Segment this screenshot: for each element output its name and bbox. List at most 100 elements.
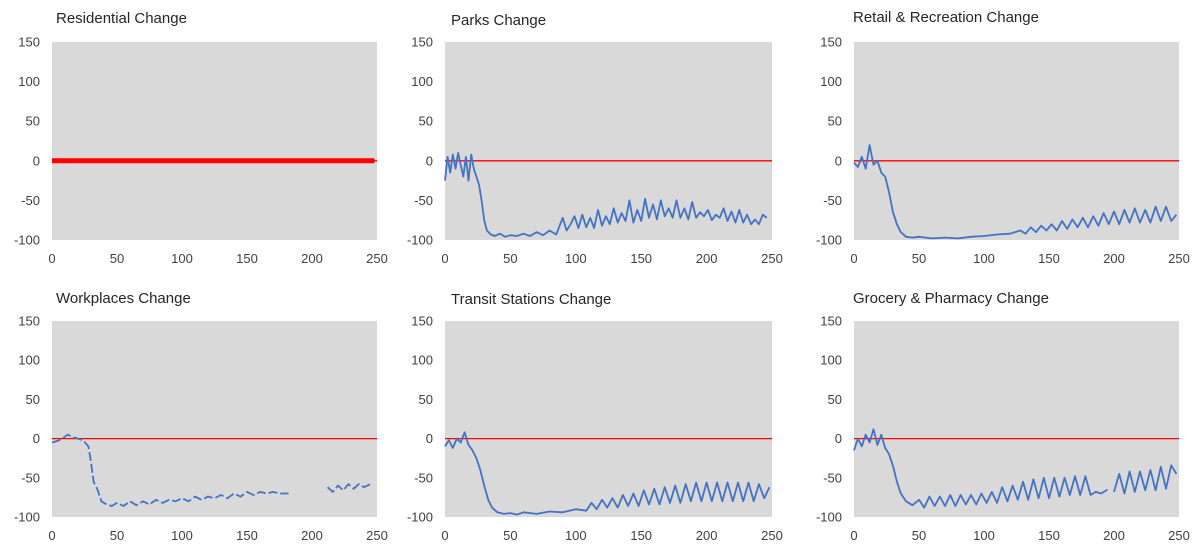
chart-residential: Residential Change 150 100 50 0 -50 -100 0 50 100… [14, 10, 388, 266]
y-tick-label: 150 [820, 314, 842, 329]
y-tick-label: -100 [407, 233, 433, 248]
x-tick-label: 50 [912, 251, 926, 266]
chart-retail-recreation: Retail & Recreation Change 150 100 50 0 -50 -1… [816, 9, 1190, 266]
chart-panel-workplaces: Workplaces Change 150 100 50 0 -50 -100 0 50 100 1… [0, 279, 395, 549]
series-line [853, 428, 1108, 509]
chart-title: Workplaces Change [56, 290, 191, 307]
x-tick-label: 0 [48, 528, 55, 543]
x-tick-label: 150 [630, 528, 652, 543]
x-tick-label: 250 [761, 251, 783, 266]
chart-grocery-pharmacy: Grocery & Pharmacy Change 150 100 50 0 -50 -10… [816, 290, 1190, 543]
plot-area [52, 42, 377, 240]
x-tick-label: 0 [850, 251, 857, 266]
x-tick-label: 100 [171, 528, 193, 543]
y-tick-label: -100 [14, 233, 40, 248]
x-tick-label: 150 [1038, 251, 1060, 266]
y-tick-label: 100 [18, 74, 40, 89]
x-tick-label: 0 [441, 528, 448, 543]
series-line [326, 483, 371, 493]
chart-title: Retail & Recreation Change [853, 9, 1039, 26]
plot-area [52, 321, 377, 517]
x-tick-label: 100 [171, 251, 193, 266]
x-tick-label: 150 [236, 528, 258, 543]
y-tick-label: 0 [426, 153, 433, 168]
y-tick-label: 150 [18, 35, 40, 50]
x-tick-label: 200 [696, 528, 718, 543]
y-tick-label: 100 [820, 74, 842, 89]
y-tick-label: 0 [835, 153, 842, 168]
y-tick-label: -50 [414, 470, 433, 485]
x-tick-label: 100 [565, 528, 587, 543]
x-tick-label: 0 [441, 251, 448, 266]
y-tick-label: 50 [26, 392, 40, 407]
x-tick-label: 50 [110, 251, 124, 266]
chart-panel-parks: Parks Change 150 100 50 0 -50 -100 0 50 100 150 200… [395, 0, 795, 272]
y-tick-label: -50 [823, 470, 842, 485]
y-tick-label: 150 [18, 314, 40, 329]
series-line [1113, 464, 1178, 495]
y-tick-label: -100 [407, 510, 433, 525]
y-tick-label: 0 [33, 431, 40, 446]
y-tick-label: 50 [26, 114, 40, 129]
y-tick-label: -50 [21, 193, 40, 208]
y-tick-label: 100 [411, 353, 433, 368]
y-tick-label: 100 [18, 353, 40, 368]
x-tick-label: 250 [366, 251, 388, 266]
chart-title: Grocery & Pharmacy Change [853, 290, 1049, 307]
plot-area [854, 321, 1179, 517]
chart-workplaces: Workplaces Change 150 100 50 0 -50 -100 0 50 100 1… [14, 290, 388, 543]
x-tick-label: 150 [236, 251, 258, 266]
y-tick-label: -100 [14, 510, 40, 525]
series-line [51, 433, 289, 507]
series-line [444, 151, 768, 238]
chart-parks: Parks Change 150 100 50 0 -50 -100 0 50 100 150 200… [407, 12, 783, 266]
chart-transit-stations: Transit Stations Change 150 100 50 0 -50 -100 0… [407, 291, 783, 543]
y-tick-label: 0 [426, 431, 433, 446]
chart-title: Transit Stations Change [451, 291, 611, 308]
y-tick-label: -100 [816, 510, 842, 525]
x-tick-label: 50 [503, 528, 517, 543]
y-tick-label: -50 [21, 470, 40, 485]
x-tick-label: 250 [366, 528, 388, 543]
y-tick-label: 0 [33, 153, 40, 168]
x-tick-label: 50 [110, 528, 124, 543]
x-tick-label: 250 [1168, 251, 1190, 266]
x-tick-label: 0 [48, 251, 55, 266]
y-tick-label: 100 [820, 353, 842, 368]
x-tick-label: 150 [1038, 528, 1060, 543]
x-tick-label: 100 [973, 251, 995, 266]
x-tick-label: 50 [503, 251, 517, 266]
x-tick-label: 200 [696, 251, 718, 266]
plot-area [445, 42, 772, 240]
x-tick-label: 0 [850, 528, 857, 543]
y-tick-label: -50 [823, 193, 842, 208]
x-tick-label: 50 [912, 528, 926, 543]
x-tick-label: 100 [565, 251, 587, 266]
chart-panel-transit-stations: Transit Stations Change 150 100 50 0 -50 -100 0… [395, 279, 795, 549]
y-tick-label: -100 [816, 233, 842, 248]
y-tick-label: 50 [828, 114, 842, 129]
y-tick-label: 0 [835, 431, 842, 446]
series-line [444, 431, 771, 516]
y-tick-label: -50 [414, 193, 433, 208]
x-tick-label: 200 [1103, 528, 1125, 543]
y-tick-label: 50 [828, 392, 842, 407]
x-tick-label: 200 [301, 251, 323, 266]
chart-panel-retail-recreation: Retail & Recreation Change 150 100 50 0 -50 -1… [797, 0, 1195, 272]
x-tick-label: 250 [761, 528, 783, 543]
x-tick-label: 200 [301, 528, 323, 543]
x-tick-label: 150 [630, 251, 652, 266]
x-tick-label: 200 [1103, 251, 1125, 266]
chart-panel-grocery-pharmacy: Grocery & Pharmacy Change 150 100 50 0 -50 -10… [797, 279, 1195, 549]
chart-title: Parks Change [451, 12, 546, 29]
y-tick-label: 50 [419, 114, 433, 129]
y-tick-label: 150 [411, 35, 433, 50]
x-tick-label: 250 [1168, 528, 1190, 543]
y-tick-label: 100 [411, 74, 433, 89]
y-tick-label: 150 [820, 35, 842, 50]
chart-title: Residential Change [56, 10, 187, 27]
series-line [853, 144, 1178, 240]
y-tick-label: 50 [419, 392, 433, 407]
plot-area [854, 42, 1179, 240]
y-tick-label: 150 [411, 314, 433, 329]
